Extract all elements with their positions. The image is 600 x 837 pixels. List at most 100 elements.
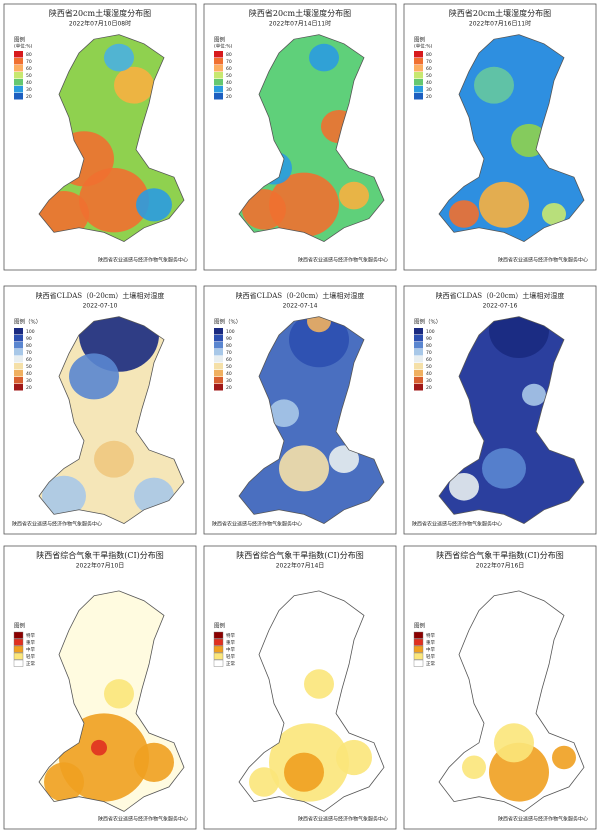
map-date: 2022-07-16 — [483, 303, 518, 310]
legend-label: 60 — [226, 66, 232, 72]
map-patch — [114, 66, 154, 104]
legend-swatch — [14, 377, 23, 384]
legend-swatch — [414, 356, 423, 363]
legend-label: 特旱 — [426, 632, 435, 639]
legend-label: 50 — [226, 364, 232, 370]
legend-swatch — [13, 631, 24, 639]
legend-label: 重旱 — [226, 639, 235, 646]
legend-swatch — [414, 377, 423, 384]
legend-swatch — [214, 335, 223, 342]
legend-label: 80 — [26, 343, 32, 349]
legend-swatch — [214, 384, 223, 391]
map-patch — [479, 181, 529, 228]
legend-swatch — [14, 363, 23, 370]
legend-swatch — [414, 370, 423, 377]
legend-swatch — [413, 631, 424, 639]
legend-swatch — [413, 645, 424, 653]
legend-swatch — [414, 79, 423, 86]
legend-swatch — [14, 349, 23, 356]
legend-label: 中旱 — [26, 646, 35, 653]
map-patch — [39, 191, 89, 237]
map-title: 陕西省CLDAS（0-20cm）土壤相对湿度 — [236, 291, 365, 300]
legend-swatch — [413, 652, 424, 660]
map-title: 陕西省CLDAS（0-20cm）土壤相对湿度 — [436, 291, 565, 300]
map-patch — [284, 752, 324, 792]
legend-label: 60 — [426, 66, 432, 72]
map-date: 2022年07月10日08时 — [69, 20, 131, 28]
legend-label: 30 — [226, 378, 232, 384]
legend-label: 30 — [226, 87, 232, 93]
map-title: 陕西省20cm土壤湿度分布图 — [449, 8, 551, 18]
legend-label: 70 — [26, 350, 32, 356]
legend-label: 70 — [26, 59, 32, 65]
legend-label: 50 — [26, 73, 32, 79]
map-footer: 陕西省农业遥感与经济作物气象服务中心 — [298, 257, 388, 264]
map-date: 2022-07-14 — [283, 303, 318, 310]
legend-swatch — [14, 384, 23, 391]
legend-label: 正常 — [226, 660, 235, 667]
legend-label: 20 — [226, 94, 232, 100]
legend-label: 40 — [26, 80, 32, 86]
legend-label: 30 — [26, 87, 32, 93]
legend-label: 20 — [426, 94, 432, 100]
legend-swatch — [214, 356, 223, 363]
map-patch — [489, 316, 549, 359]
legend-swatch — [414, 72, 423, 79]
map-patch — [522, 383, 546, 406]
legend-label: 80 — [426, 52, 432, 58]
map-patch — [94, 440, 134, 478]
map-patch — [136, 188, 172, 222]
legend-unit: (单位:%) — [214, 43, 233, 50]
legend-swatch — [213, 652, 224, 660]
legend-swatch — [14, 93, 23, 100]
map-panel: 陕西省综合气象干旱指数(CI)分布图 2022年07月16日图例特旱重旱中旱轻旱正… — [403, 545, 597, 830]
map-patch — [309, 43, 339, 72]
legend-swatch — [214, 377, 223, 384]
legend-label: 40 — [226, 80, 232, 86]
map-title: 陕西省20cm土壤湿度分布图 — [249, 8, 351, 18]
map-patch — [249, 767, 279, 797]
map-footer: 陕西省农业遥感与经济作物气象服务中心 — [498, 816, 588, 823]
map-date: 2022-07-10 — [83, 303, 118, 310]
legend-label: 20 — [226, 385, 232, 391]
legend-swatch — [14, 79, 23, 86]
map-patch — [449, 200, 479, 228]
legend-label: 50 — [226, 73, 232, 79]
legend-label: 重旱 — [26, 639, 35, 646]
map-title: 陕西省CLDAS（0-20cm）土壤相对湿度 — [36, 291, 165, 300]
legend-swatch — [14, 356, 23, 363]
legend-swatch — [413, 638, 424, 646]
legend-swatch — [414, 335, 423, 342]
legend-label: 中旱 — [226, 646, 235, 653]
map-title: 陕西省20cm土壤湿度分布图 — [49, 8, 151, 18]
legend-label: 60 — [26, 357, 32, 363]
map-patch — [79, 316, 159, 372]
legend-swatch — [214, 363, 223, 370]
legend-swatch — [214, 72, 223, 79]
legend-title: 图例（%） — [14, 318, 41, 326]
map-date: 2022年07月10日 — [76, 562, 125, 570]
map-patch — [104, 679, 134, 709]
map-patch — [329, 445, 359, 473]
map-patch — [449, 473, 479, 501]
map-patch — [279, 445, 329, 492]
legend-label: 20 — [426, 385, 432, 391]
legend-swatch — [414, 86, 423, 93]
legend-swatch — [414, 65, 423, 72]
map-date: 2022年07月16日11时 — [469, 20, 531, 28]
legend-label: 轻旱 — [426, 653, 435, 660]
legend-label: 80 — [26, 52, 32, 58]
map-patch — [79, 168, 149, 233]
legend-swatch — [13, 645, 24, 653]
legend-swatch — [14, 51, 23, 58]
legend-swatch — [214, 342, 223, 349]
map-footer: 陕西省农业遥感与经济作物气象服务中心 — [498, 257, 588, 264]
map-patch — [44, 762, 84, 802]
legend-swatch — [414, 384, 423, 391]
legend-swatch — [214, 349, 223, 356]
legend-swatch — [14, 58, 23, 65]
legend-label: 40 — [26, 371, 32, 377]
legend-label: 正常 — [26, 660, 35, 667]
map-patch — [336, 739, 372, 776]
